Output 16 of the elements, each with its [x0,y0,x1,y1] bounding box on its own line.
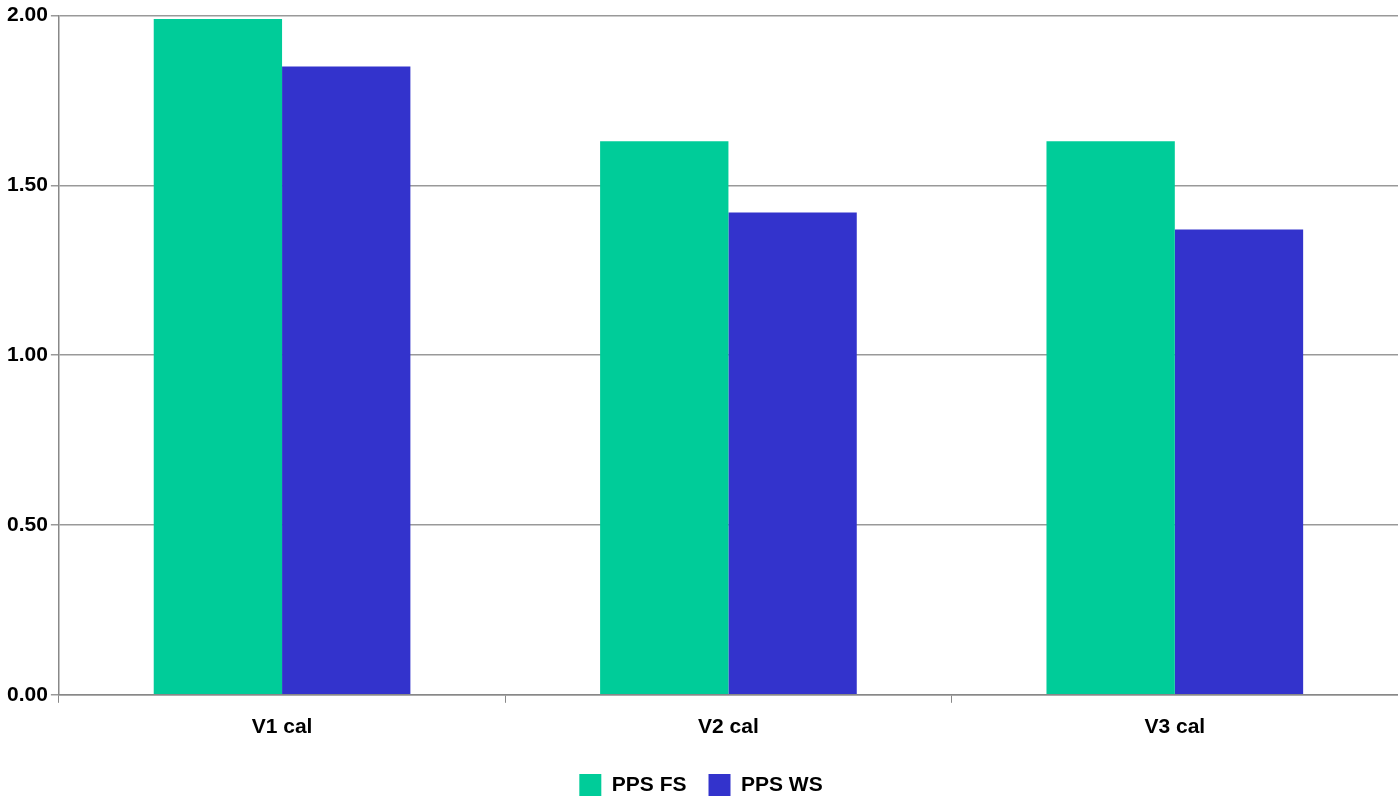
y-tick-label: 2.00 [7,2,48,26]
y-tick-label: 0.50 [7,511,48,535]
legend-label: PPS WS [741,771,823,795]
x-tick-label: V1 cal [251,714,313,738]
y-tick-label: 1.50 [7,172,48,196]
bar [728,212,857,695]
bar [1174,229,1304,695]
y-tick-label: 1.00 [7,342,48,365]
x-tick-label: V2 cal [698,714,759,738]
y-tick-label: 0.00 [7,681,48,705]
legend-label: PPS FS [611,771,687,795]
x-tick-label: V3 cal [1144,714,1206,738]
bar [1046,141,1175,695]
bar [600,141,729,695]
bar [153,19,283,695]
bar [282,66,411,695]
